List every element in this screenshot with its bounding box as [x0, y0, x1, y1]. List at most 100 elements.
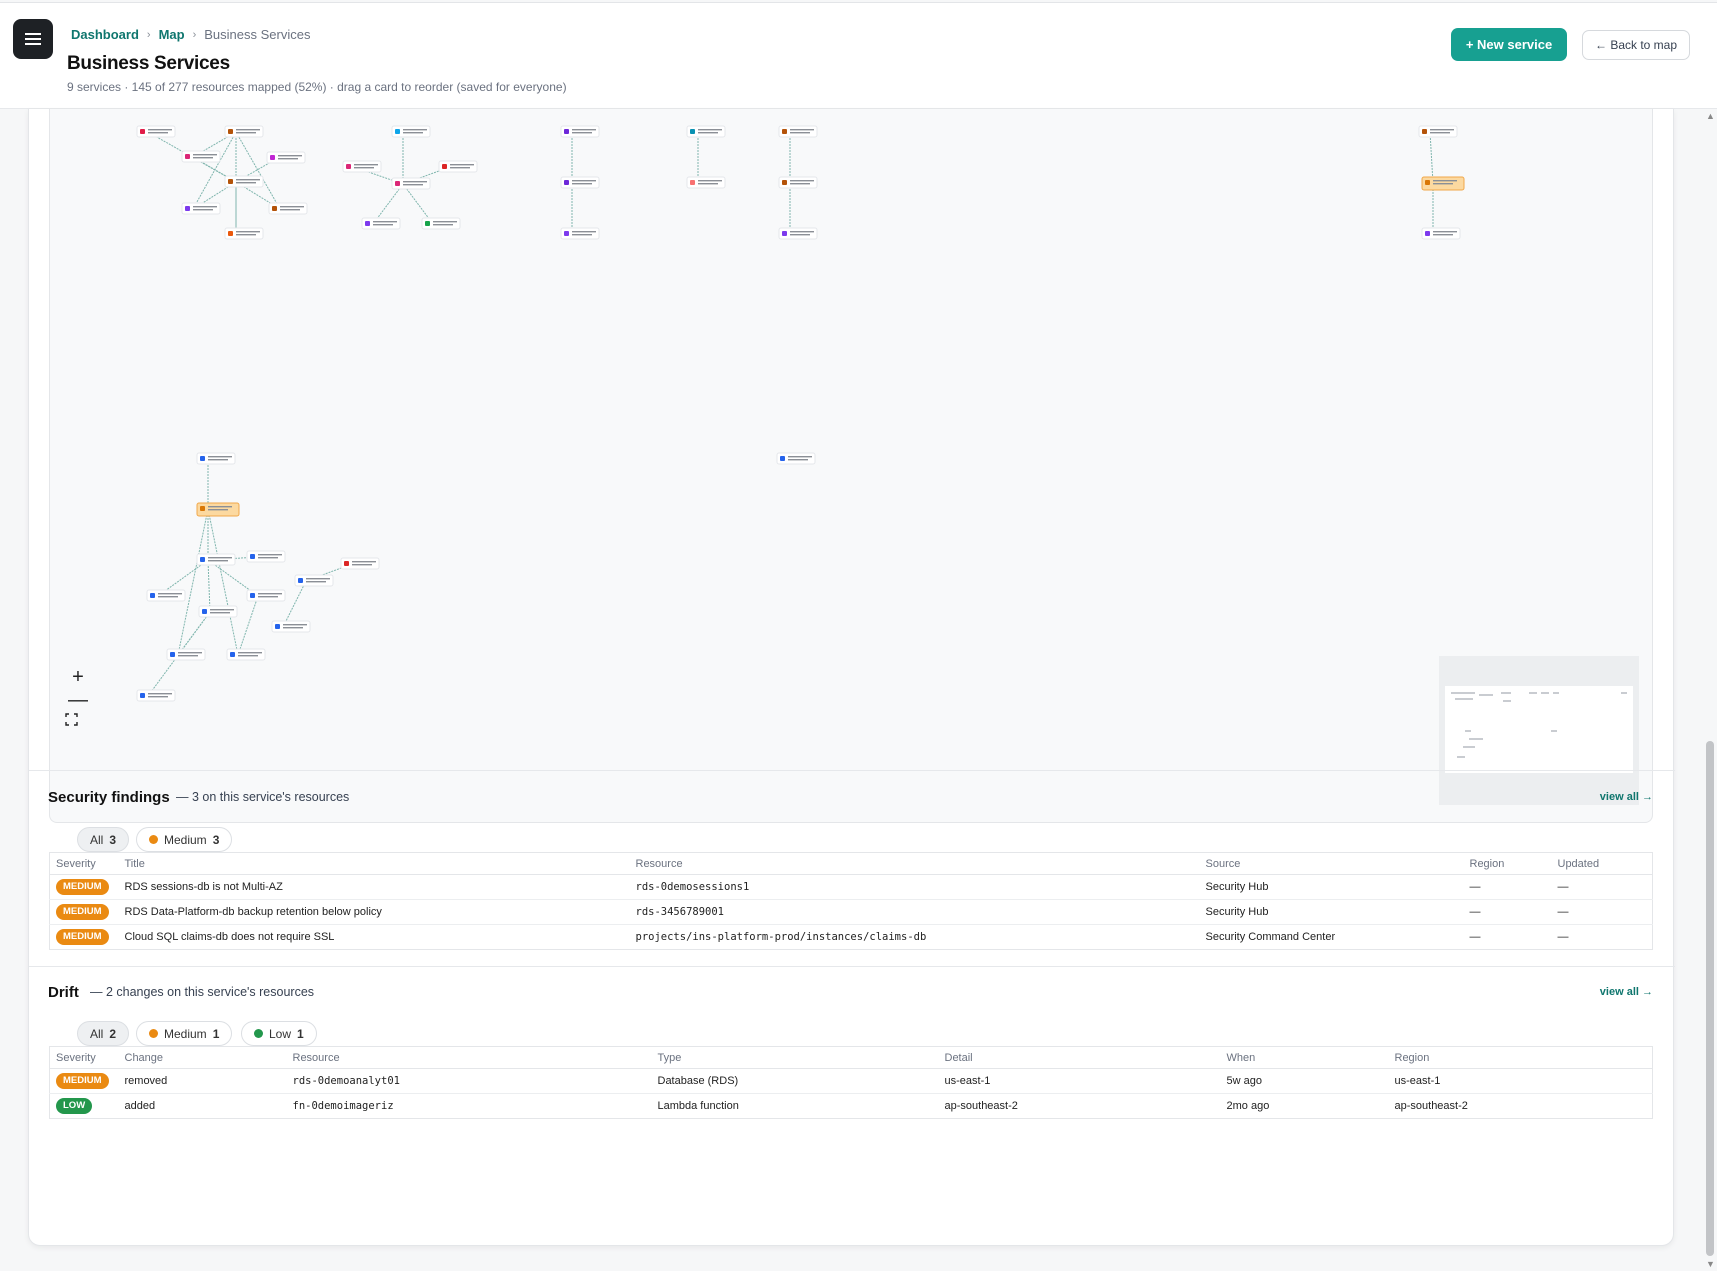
cell-region: ap-southeast-2 [1394, 1100, 1468, 1112]
map-node[interactable] [340, 557, 380, 570]
cell-source: Security Hub [1199, 874, 1464, 900]
zoom-out-button[interactable]: — [65, 689, 91, 711]
map-node[interactable] [181, 202, 221, 215]
map-node[interactable] [776, 452, 816, 465]
map-node[interactable] [421, 217, 461, 230]
map-node[interactable] [1421, 176, 1465, 191]
column-header: Resource [286, 1046, 652, 1069]
breadcrumb-map[interactable]: Map [158, 27, 185, 42]
menu-button[interactable] [13, 19, 53, 59]
map-node[interactable] [342, 160, 382, 173]
security-view-all-link[interactable]: view all → [1599, 791, 1653, 803]
map-node[interactable] [224, 227, 264, 240]
service-map-canvas[interactable]: + — [49, 109, 1653, 823]
map-node[interactable] [246, 550, 286, 563]
map-node[interactable] [686, 176, 726, 189]
table-row[interactable]: MEDIUM Cloud SQL claims-db does not requi… [50, 925, 1653, 950]
new-service-button[interactable]: + New service [1451, 28, 1567, 61]
cell-title: Cloud SQL claims-db does not require SSL [124, 931, 335, 943]
map-node[interactable] [181, 150, 221, 163]
map-node[interactable] [136, 125, 176, 138]
cell-type: Lambda function [657, 1100, 739, 1112]
filter-count: 3 [109, 832, 117, 847]
filter-label: Low [269, 1026, 292, 1041]
filter-all-chip[interactable]: All 3 [77, 827, 130, 852]
filter-medium-chip[interactable]: Medium 1 [136, 1021, 233, 1046]
cell-severity: MEDIUM [49, 899, 119, 925]
cell-severity: MEDIUM [49, 874, 119, 900]
filter-medium-chip[interactable]: Medium 3 [136, 827, 233, 852]
table-row[interactable]: MEDIUM RDS Data-Platform-db backup retent… [49, 899, 1653, 925]
map-edge [235, 131, 281, 210]
map-edge [192, 156, 237, 183]
map-node[interactable] [294, 574, 334, 587]
map-edge [282, 580, 307, 628]
map-node[interactable] [271, 620, 311, 633]
map-node[interactable] [224, 125, 264, 138]
cell-updated: — [1551, 874, 1653, 900]
map-node[interactable] [438, 160, 478, 173]
cell-when: 2mo ago [1226, 1100, 1270, 1112]
map-node[interactable] [146, 589, 186, 602]
map-node[interactable] [560, 125, 600, 138]
map-node[interactable] [391, 125, 431, 138]
map-node[interactable] [198, 605, 238, 618]
map-node[interactable] [686, 125, 726, 138]
map-edge [177, 508, 209, 656]
column-header: When [1220, 1046, 1389, 1069]
map-node[interactable] [560, 227, 600, 240]
filter-count: 2 [109, 1026, 117, 1041]
cell-resource: rds-0demoanalyt01 [286, 1068, 652, 1094]
cell-region: us-east-1 [1388, 1068, 1653, 1094]
medium-dot-icon [149, 1029, 158, 1038]
table-row[interactable]: LOW added fn-0demoimageriz Lambda function a… [50, 1094, 1653, 1119]
table-row[interactable]: MEDIUM removed rds-0demoanalyt01 Database (… [49, 1068, 1653, 1094]
map-node[interactable] [391, 177, 431, 190]
map-edge [372, 183, 404, 225]
column-header: Region [1463, 852, 1552, 875]
map-node[interactable] [196, 502, 240, 517]
cell-severity: MEDIUM [49, 1068, 119, 1094]
map-node[interactable] [224, 175, 264, 188]
map-node[interactable] [226, 648, 266, 661]
map-node[interactable] [166, 648, 206, 661]
service-card: + — [28, 109, 1675, 1246]
service-map-graph[interactable] [50, 109, 1653, 823]
section-divider [29, 966, 1675, 967]
minimap[interactable] [1439, 656, 1639, 805]
map-node[interactable] [1421, 227, 1461, 240]
cell-source: Security Command Center [1205, 931, 1336, 943]
map-node[interactable] [268, 202, 308, 215]
drift-table: Severity Change Resource Type Detail When Regi… [49, 1046, 1653, 1119]
zoom-in-button[interactable]: + [65, 666, 91, 688]
map-node[interactable] [778, 176, 818, 189]
scroll-up-icon[interactable]: ▲ [1706, 111, 1715, 121]
map-node[interactable] [778, 227, 818, 240]
cell-change: removed [118, 1068, 287, 1094]
fit-view-button[interactable] [65, 713, 91, 735]
drift-view-all-link[interactable]: view all → [1599, 986, 1653, 998]
back-to-map-button[interactable]: ← Back to map [1582, 30, 1690, 60]
cell-title: RDS sessions-db is not Multi-AZ [118, 874, 630, 900]
map-node[interactable] [196, 452, 236, 465]
map-node[interactable] [136, 689, 176, 702]
scroll-down-icon[interactable]: ▼ [1706, 1259, 1715, 1269]
map-node[interactable] [266, 151, 306, 164]
map-node[interactable] [778, 125, 818, 138]
page-scrollbar[interactable]: ▲ ▼ [1703, 109, 1717, 1271]
map-edge [207, 508, 239, 656]
filter-all-chip[interactable]: All 2 [77, 1021, 130, 1046]
table-row[interactable]: MEDIUM RDS sessions-db is not Multi-AZ rds… [49, 874, 1653, 900]
breadcrumb-dashboard[interactable]: Dashboard [71, 27, 139, 42]
map-node[interactable] [246, 589, 286, 602]
cell-resource: rds-3456789001 [629, 899, 1200, 925]
map-node[interactable] [1418, 125, 1458, 138]
section-divider [29, 770, 1675, 771]
map-node[interactable] [361, 217, 401, 230]
scrollbar-thumb[interactable] [1706, 741, 1714, 1256]
map-node[interactable] [560, 176, 600, 189]
map-node[interactable] [196, 553, 236, 566]
column-header: Source [1199, 852, 1464, 875]
filter-low-chip[interactable]: Low 1 [241, 1021, 317, 1046]
cell-title: RDS Data-Platform-db backup retention be… [118, 899, 630, 925]
